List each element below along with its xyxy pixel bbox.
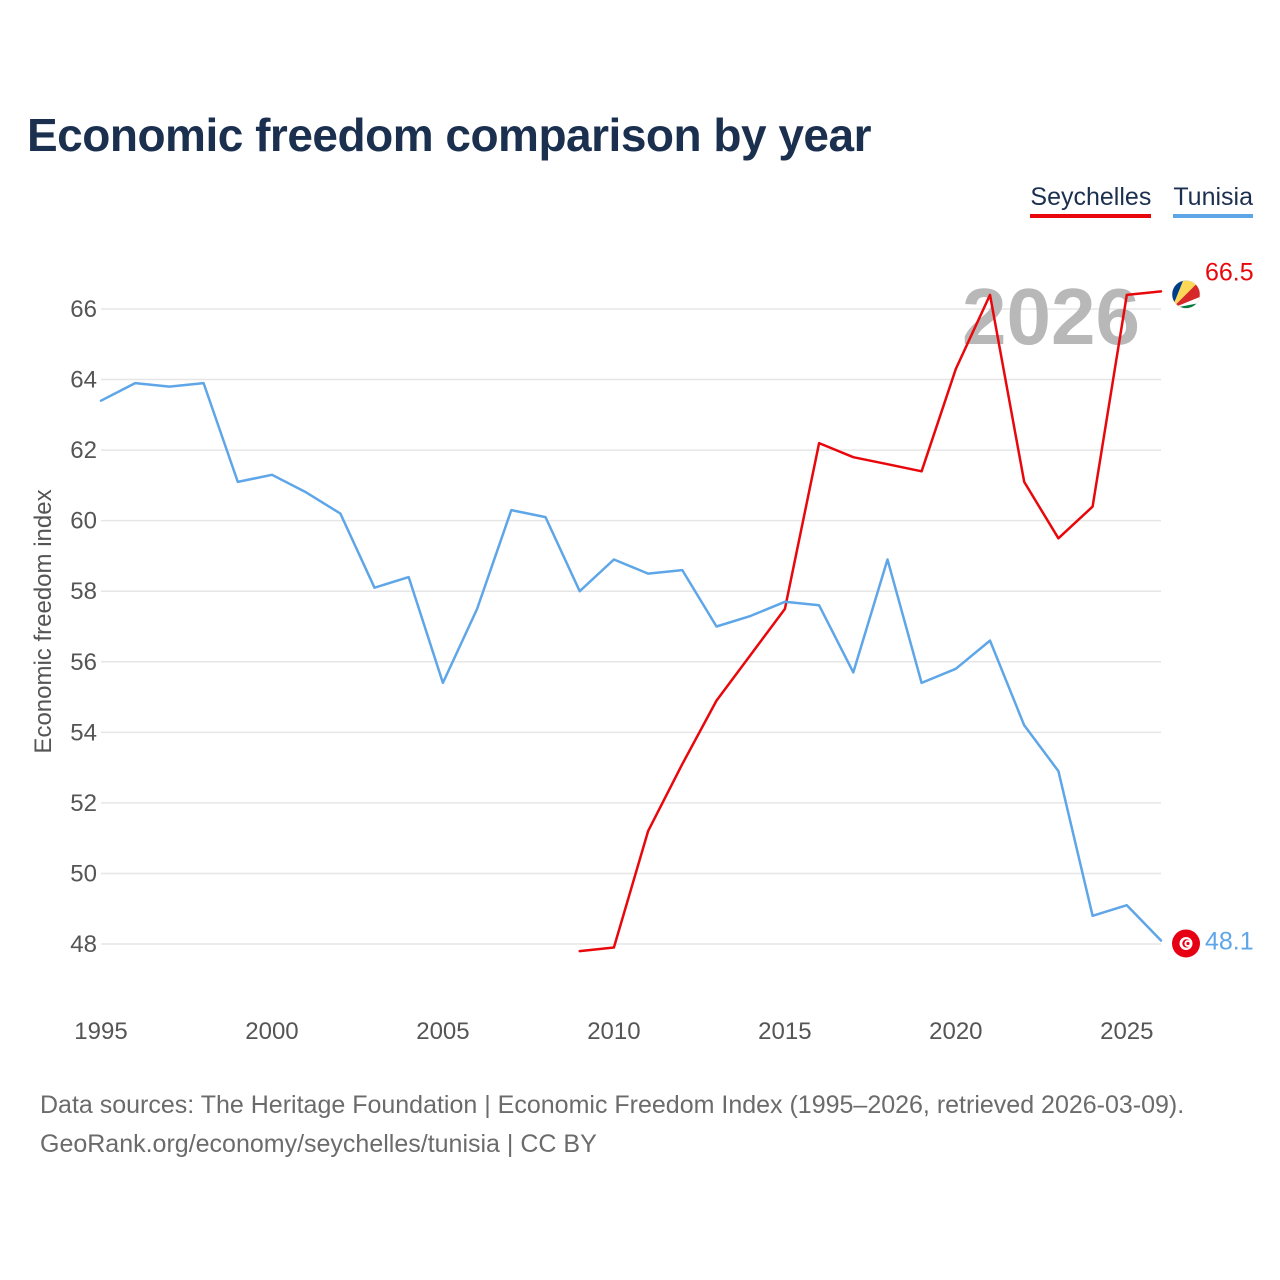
y-axis-title: Economic freedom index: [30, 489, 57, 753]
x-tick-label: 2020: [929, 1018, 982, 1045]
x-axis: 1995 2000 2005 2010 2015 2020 2025: [74, 1018, 1153, 1045]
y-tick-label: 64: [70, 367, 97, 394]
legend: Seychelles Tunisia: [1030, 183, 1253, 218]
x-tick-label: 2025: [1100, 1018, 1153, 1045]
y-axis: 48 50 52 54 56 58 60 62 64 66: [70, 296, 97, 958]
grid: [101, 308, 1161, 945]
legend-item-seychelles[interactable]: Seychelles: [1030, 183, 1152, 218]
seychelles-end-value: 66.5: [1205, 258, 1254, 286]
y-tick-label: 66: [70, 296, 97, 323]
y-tick-label: 52: [70, 790, 97, 817]
x-tick-label: 2015: [758, 1018, 811, 1045]
x-tick-label: 2005: [416, 1018, 469, 1045]
y-tick-label: 62: [70, 437, 97, 464]
series-lines: [99, 290, 1163, 953]
y-tick-label: 54: [70, 719, 97, 746]
end-markers: 66.5 48.1: [1171, 258, 1254, 958]
tunisia-flag-icon: [1172, 929, 1200, 958]
y-tick-label: 50: [70, 860, 97, 887]
y-tick-label: 60: [70, 508, 97, 535]
chart-title: Economic freedom comparison by year: [27, 109, 872, 161]
y-tick-label: 48: [70, 931, 97, 958]
footer-attribution: GeoRank.org/economy/seychelles/tunisia |…: [40, 1130, 597, 1158]
x-tick-label: 1995: [74, 1018, 127, 1045]
tunisia-end-value: 48.1: [1205, 927, 1254, 955]
series-line-seychelles: [578, 290, 1163, 953]
current-year-watermark: 2026: [962, 272, 1140, 361]
legend-item-tunisia[interactable]: Tunisia: [1173, 183, 1253, 218]
x-tick-label: 2010: [587, 1018, 640, 1045]
line-chart: 2026 1995 2000 2005 2010 2015 2020 2025 48 50 52…: [30, 258, 1254, 1045]
x-tick-label: 2000: [245, 1018, 298, 1045]
series-line-tunisia: [99, 381, 1163, 942]
y-tick-label: 56: [70, 649, 97, 676]
y-tick-label: 58: [70, 578, 97, 605]
footer-sources: Data sources: The Heritage Foundation | …: [40, 1091, 1185, 1119]
footer: Data sources: The Heritage Foundation | …: [40, 1086, 1184, 1164]
